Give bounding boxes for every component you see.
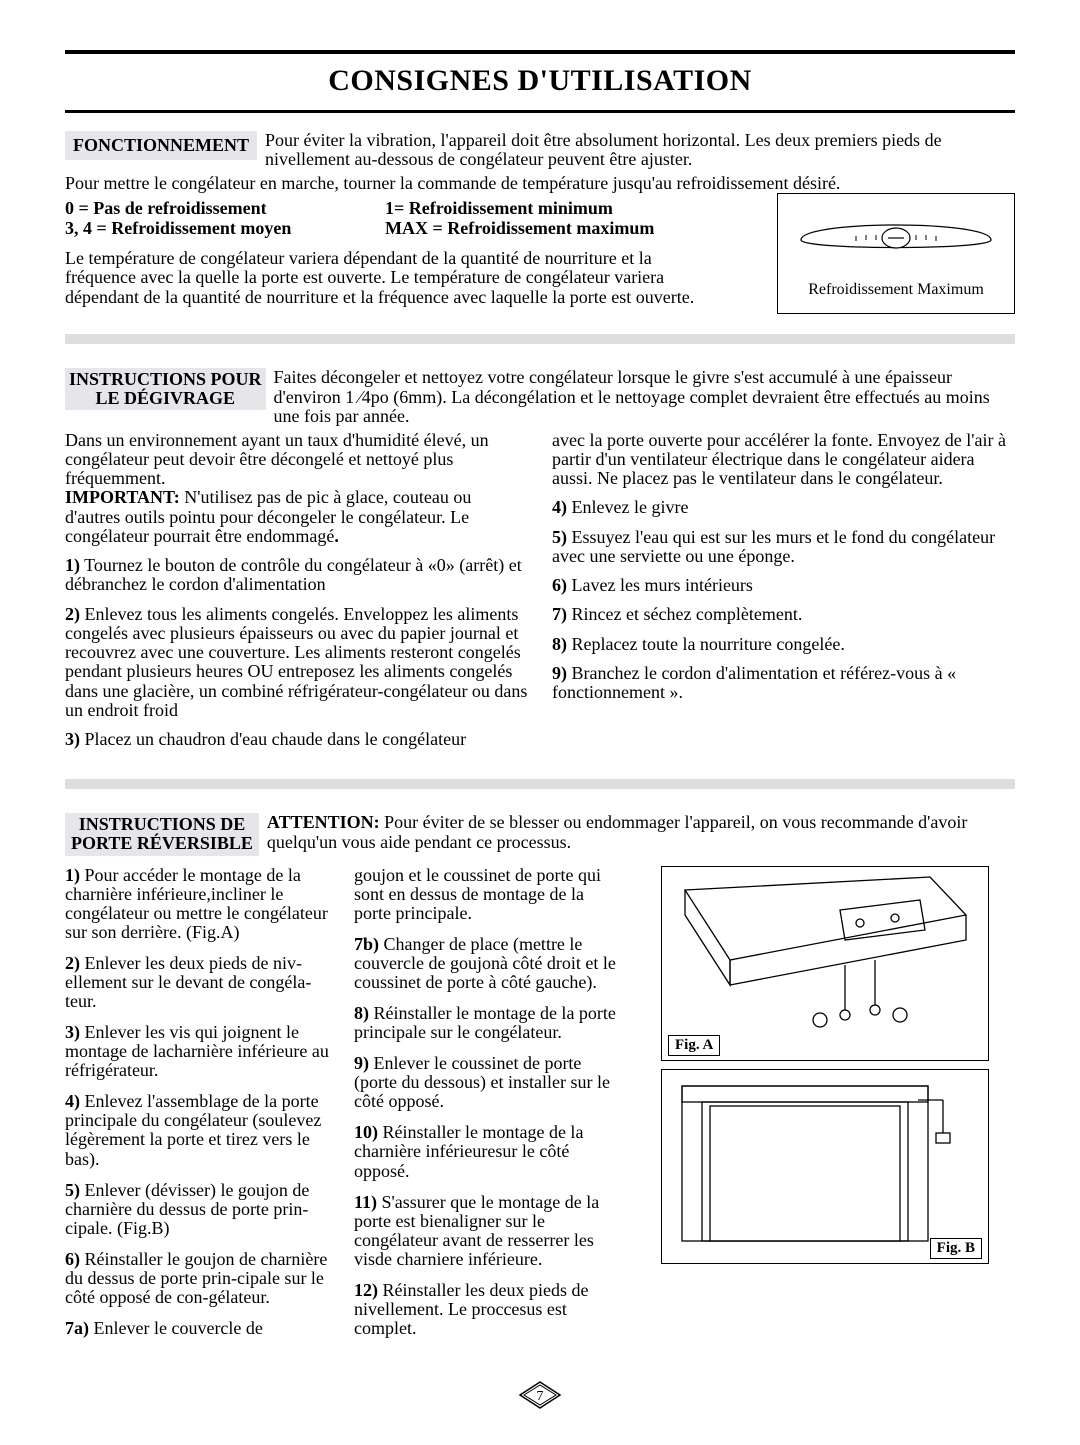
door-section: INSTRUCTIONS DE PORTE RÉVERSIBLE ATTENTI… [65,813,1015,1350]
d-step-9: Enlever le coussinet de porte (porte du … [354,1053,610,1111]
operation-intro1: Pour éviter la vibration, l'appareil doi… [257,131,1015,170]
step-4-num: 4) [552,497,567,517]
d-step-3-num: 3) [65,1022,80,1042]
d-step-2-num: 2) [65,953,80,973]
step-4: Enlevez le givre [567,497,688,517]
door-col-1: 1) Pour accéder le montage de la charniè… [65,866,330,1351]
door-label-line2: PORTE RÉVERSIBLE [71,833,253,853]
d-step-11-num: 11) [354,1192,377,1212]
figure-a-label: Fig. A [668,1035,720,1056]
step-3-num: 3) [65,729,80,749]
step-9: Branchez le cordon d'alimentation et réf… [552,663,956,702]
door-figures: Fig. A [661,866,989,1351]
operation-section: FONCTIONNEMENT Pour éviter la vibration,… [65,131,1015,314]
defrost-section: INSTRUCTIONS POUR LE DÉGIVRAGE Faites dé… [65,368,1015,759]
step-1-num: 1) [65,555,80,575]
d-step-4: Enlevez l'assemblage de la porte princip… [65,1091,321,1168]
d-step-5: Enlever (dévisser) le goujon de charnièr… [65,1180,309,1238]
step-7: Rincez et séchez complètement. [567,604,802,624]
divider-1 [65,334,1015,344]
figure-b-icon [670,1078,970,1248]
d-col2-cont: goujon et le coussinet de porte qui sont… [354,866,619,923]
page-number-icon: 7 [518,1380,562,1410]
step-6-num: 6) [552,575,567,595]
setting-34: 3, 4 = Refroidissement moyen [65,219,385,239]
page-number: 7 [65,1380,1015,1415]
step-3: Placez un chaudron d'eau chaude dans le … [80,729,466,749]
d-step-9-num: 9) [354,1053,369,1073]
d-step-5-num: 5) [65,1180,80,1200]
important-label: IMPORTANT: [65,487,180,507]
d-step-11: S'assurer que le montage de la porte est… [354,1192,599,1269]
defrost-label-line2: LE DÉGIVRAGE [96,388,236,408]
d-step-7a-num: 7a) [65,1318,89,1338]
dial-icon [796,208,996,258]
d-step-7a: Enlever le couvercle de [89,1318,263,1338]
d-step-8: Réinstaller le montage de la porte princ… [354,1003,616,1042]
door-label-line1: INSTRUCTIONS DE [79,814,246,834]
operation-intro2: Pour mettre le congélateur en marche, to… [65,174,1015,193]
door-attn: ATTENTION: Pour éviter de se blesser ou … [259,813,1015,852]
step-1: Tournez le bouton de contrôle du congéla… [65,555,522,594]
setting-0: 0 = Pas de refroidissement [65,199,385,219]
figure-a-icon [670,875,970,1045]
step-5: Essuyez l'eau qui est sur les murs et le… [552,527,995,566]
setting-1: 1= Refroidissement minimum [385,199,705,219]
d-step-7b-num: 7b) [354,934,379,954]
step-2-num: 2) [65,604,80,624]
step-5-num: 5) [552,527,567,547]
d-step-7b: Changer de place (mettre le couvercle de… [354,934,616,992]
step-9-num: 9) [552,663,567,683]
defrost-col-right: avec la porte ouverte pour accélérer la … [552,431,1015,760]
d-step-12: Réinstaller les deux pieds de nivellemen… [354,1280,588,1338]
dial-figure: Refroidissement Maximum [777,193,1015,314]
step-8: Replacez toute la nourriture congelée. [567,634,845,654]
settings-right: 1= Refroidissement minimum MAX = Refroid… [385,199,705,239]
d-step-1: Pour accéder le montage de la charnière … [65,865,328,942]
page-title: CONSIGNES D'UTILISATION [65,54,1015,110]
step-6: Lavez les murs intérieurs [567,575,753,595]
d-step-6: Réinstaller le goujon de charnière du de… [65,1249,327,1307]
step-7-num: 7) [552,604,567,624]
defrost-col-left: Dans un environnement ayant un taux d'hu… [65,431,528,760]
d-step-1-num: 1) [65,865,80,885]
door-col-2: goujon et le coussinet de porte qui sont… [354,866,619,1351]
setting-max: MAX = Refroidissement maximum [385,219,705,239]
d-step-8-num: 8) [354,1003,369,1023]
operation-label: FONCTIONNEMENT [65,131,257,160]
figure-a-panel: Fig. A [661,866,989,1061]
d-step-12-num: 12) [354,1280,378,1300]
figure-b-panel: Fig. B [661,1069,989,1264]
defrost-label: INSTRUCTIONS POUR LE DÉGIVRAGE [65,368,266,410]
divider-2 [65,779,1015,789]
d-step-10: Réinstaller le montage de la charnière i… [354,1122,583,1180]
d-step-6-num: 6) [65,1249,80,1269]
d-step-3: Enlever les vis qui joignent le montage … [65,1022,329,1080]
defrost-label-line1: INSTRUCTIONS POUR [69,369,262,389]
d-step-2: Enlever les deux pieds de niv-ellement s… [65,953,311,1011]
step-8-num: 8) [552,634,567,654]
door-label: INSTRUCTIONS DE PORTE RÉVERSIBLE [65,813,259,855]
figure-b-label: Fig. B [930,1238,982,1259]
operation-body: Le température de congélateur variera dé… [65,249,705,307]
dial-caption: Refroidissement Maximum [786,281,1006,299]
defrost-humidity-note: Dans un environnement ayant un taux d'hu… [65,430,489,489]
step-2: Enlevez tous les aliments congelés. Enve… [65,604,527,720]
attention-label: ATTENTION: [267,812,380,832]
settings-left: 0 = Pas de refroidissement 3, 4 = Refroi… [65,199,385,239]
d-step-4-num: 4) [65,1091,80,1111]
document-page: CONSIGNES D'UTILISATION FONCTIONNEMENT P… [0,0,1080,1445]
defrost-intro: Faites décongeler et nettoyez votre cong… [266,368,1015,426]
defrost-right-p1: avec la porte ouverte pour accélérer la … [552,431,1015,489]
d-step-10-num: 10) [354,1122,378,1142]
